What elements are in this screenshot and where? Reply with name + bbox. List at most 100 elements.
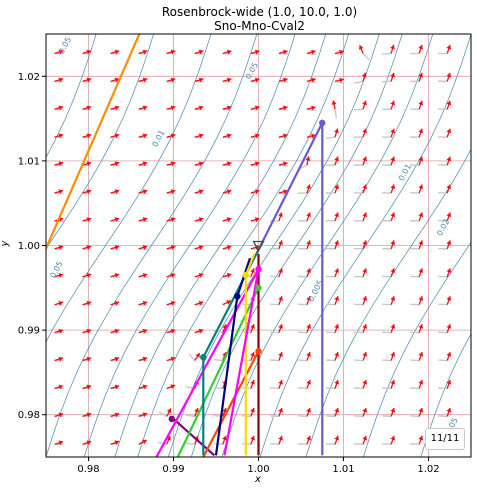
field-arrowhead-red-13: [58, 77, 64, 83]
field-arrowhead-red-145: [305, 156, 311, 161]
field-arrowhead-red-199: [418, 324, 424, 329]
field-arrow-gray-194: [382, 52, 392, 56]
contour-line-4: [83, 34, 296, 457]
field-arrow-gray-178: [354, 80, 364, 84]
field-arrowhead-red-5: [58, 300, 64, 306]
chart-title: Rosenbrock-wide (1.0, 10.0, 1.0): [161, 5, 358, 19]
field-arrowhead-red-54: [142, 189, 148, 195]
field-arrowhead-red-12: [58, 105, 64, 111]
field-arrowhead-red-129: [283, 189, 288, 195]
field-arrowhead-red-219: [446, 184, 452, 190]
field-arrowhead-red-56: [142, 133, 148, 139]
field-arrowhead-red-184: [390, 324, 396, 329]
field-arrow-gray-125: [269, 303, 279, 306]
field-arrowhead-red-137: [306, 380, 311, 385]
field-arrowhead-red-135: [306, 435, 311, 441]
field-arrowhead-red-154: [334, 324, 340, 329]
field-arrowhead-red-183: [390, 352, 396, 357]
x-tick-label-3: 1.01: [332, 464, 354, 475]
field-arrowhead-red-62: [170, 384, 176, 389]
field-arrowhead-red-55: [142, 161, 148, 167]
field-arrowhead-red-212: [446, 379, 452, 385]
field-arrowhead-red-76: [194, 407, 199, 413]
field-arrowhead-red-203: [418, 212, 424, 218]
field-arrowhead-red-141: [306, 268, 311, 273]
field-arrowhead-red-196: [418, 407, 424, 413]
trajectory-end-marker-4: [255, 348, 262, 355]
field-arrow-gray-60: [157, 441, 167, 445]
field-arrowhead-red-6: [58, 272, 64, 278]
field-arrowhead-red-83: [198, 217, 204, 222]
field-arrowhead-red-150: [334, 435, 340, 441]
field-arrowhead-red-15: [86, 440, 92, 446]
field-arrowhead-red-4: [58, 328, 64, 334]
field-arrowhead-red-29: [86, 49, 92, 55]
field-arrow-gray-137: [297, 387, 307, 390]
field-arrowhead-red-139: [306, 324, 311, 329]
field-arrowhead-red-23: [86, 217, 92, 222]
field-arrowhead-red-119: [254, 49, 260, 55]
field-arrowhead-red-172: [362, 240, 368, 245]
field-arrowhead-red-74: [170, 49, 176, 55]
field-arrowhead-red-37: [114, 245, 120, 250]
field-arrowhead-red-39: [114, 189, 120, 195]
field-arrowhead-red-161: [334, 128, 339, 134]
field-arrowhead-red-52: [142, 245, 148, 250]
field-arrowhead-red-127: [278, 240, 283, 245]
field-arrowhead-red-126: [278, 268, 283, 273]
field-arrowhead-red-167: [362, 379, 368, 385]
field-arrow-gray-122: [269, 387, 279, 390]
field-arrowhead-red-176: [362, 128, 368, 134]
step-counter: 11/11: [425, 428, 465, 450]
field-arrowhead-red-53: [142, 217, 148, 222]
field-arrowhead-red-200: [418, 296, 424, 301]
field-arrowhead-red-33: [114, 356, 120, 362]
field-arrowhead-red-103: [226, 77, 232, 83]
x-tick-label-4: 1.02: [417, 464, 439, 475]
field-arrow-gray-124: [269, 331, 279, 334]
contour-line-6: [137, 34, 350, 457]
contour-line-5: [114, 34, 327, 457]
trajectory-end-marker-2: [255, 265, 262, 273]
field-arrowhead-red-223: [446, 72, 452, 78]
field-arrowhead-red-85: [198, 161, 204, 167]
field-arrowhead-red-158: [334, 212, 340, 218]
field-arrowhead-red-205: [418, 156, 424, 162]
field-arrowhead-red-10: [58, 161, 64, 167]
field-arrowhead-red-81: [198, 272, 204, 278]
field-arrowhead-red-57: [142, 105, 148, 111]
field-arrowhead-red-190: [390, 156, 396, 162]
field-arrowhead-red-198: [418, 352, 424, 357]
field-arrowhead-red-155: [334, 296, 340, 301]
field-arrowhead-red-125: [278, 296, 283, 301]
field-arrowhead-red-34: [114, 328, 120, 334]
field-arrowhead-red-72: [170, 105, 176, 111]
field-arrowhead-red-206: [418, 128, 424, 134]
field-arrowhead-red-224: [446, 44, 452, 50]
contour-line-9: [221, 34, 434, 457]
field-arrowhead-red-217: [446, 240, 452, 246]
field-arrowhead-red-116: [254, 133, 260, 139]
field-arrowhead-red-96: [226, 272, 232, 278]
field-arrowhead-red-157: [334, 240, 340, 245]
field-arrowhead-red-164: [339, 49, 344, 55]
field-arrowhead-red-132: [283, 105, 288, 111]
field-arrowhead-red-99: [226, 189, 232, 195]
field-arrowhead-red-187: [390, 240, 396, 245]
field-arrow-gray-93: [213, 358, 223, 362]
contour-line-11: [305, 148, 471, 457]
field-arrowhead-red-195: [418, 435, 424, 441]
field-arrowhead-red-98: [226, 217, 232, 222]
field-arrowhead-red-162: [331, 100, 337, 105]
field-arrowhead-red-87: [198, 105, 204, 111]
field-arrowhead-red-107: [250, 380, 255, 385]
field-arrowhead-red-147: [311, 105, 316, 111]
field-arrowhead-red-36: [114, 272, 120, 278]
field-arrowhead-red-169: [362, 324, 368, 329]
field-arrowhead-red-69: [170, 189, 176, 195]
field-arrowhead-red-91: [222, 407, 227, 413]
field-arrowhead-red-89: [198, 49, 204, 55]
field-arrowhead-red-84: [198, 189, 204, 195]
